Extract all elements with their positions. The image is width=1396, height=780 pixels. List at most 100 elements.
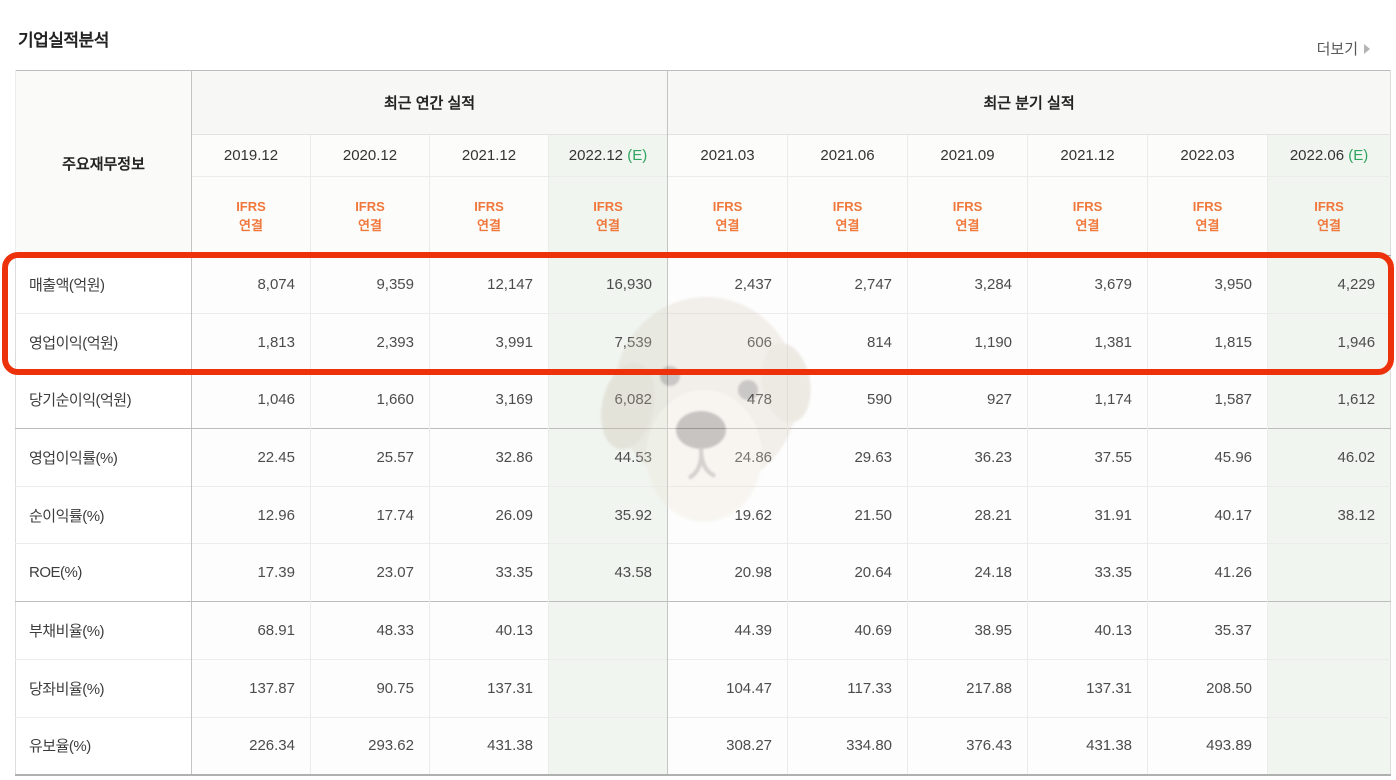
value-cell: 43.58 xyxy=(547,543,668,602)
period-header-cell: 2022.06 (E) xyxy=(1267,134,1391,177)
value-cell: 68.91 xyxy=(191,601,311,660)
value-cell: 20.98 xyxy=(667,543,788,602)
value-cell: 46.02 xyxy=(1267,428,1391,487)
value-cell: 1,815 xyxy=(1147,312,1268,371)
estimate-mark: (E) xyxy=(623,147,648,164)
value-cell: 29.63 xyxy=(787,428,908,487)
value-cell: 38.12 xyxy=(1267,485,1391,544)
value-cell: 6,082 xyxy=(547,370,668,429)
value-cell: 1,174 xyxy=(1027,370,1148,429)
value-cell: 226.34 xyxy=(191,716,311,775)
value-cell: 40.13 xyxy=(429,601,549,660)
value-cell: 376.43 xyxy=(907,716,1028,775)
value-cell: 293.62 xyxy=(310,716,430,775)
period-header-cell: 2021.12 xyxy=(429,134,549,177)
table-row: 순이익률(%) 12.96 17.74 26.09 35.92 19.62 21.50 28.… xyxy=(15,485,1391,544)
value-cell: 41.26 xyxy=(1147,543,1268,602)
value-cell: 22.45 xyxy=(191,428,311,487)
metric-label: ROE(%) xyxy=(15,543,192,602)
value-cell: 3,169 xyxy=(429,370,549,429)
value-cell: 1,190 xyxy=(907,312,1028,371)
annual-group-header: 최근 연간 실적 xyxy=(190,70,668,135)
value-cell: 26.09 xyxy=(429,485,549,544)
ifrs-standard-label: IFRS 연결 xyxy=(1027,176,1148,256)
performance-table: 주요재무정보 최근 연간 실적 최근 분기 실적 2019.12 2020.12 2… xyxy=(15,70,1392,776)
quarterly-group-header: 최근 분기 실적 xyxy=(667,70,1391,135)
value-cell: 12.96 xyxy=(191,485,311,544)
ifrs-standard-label: IFRS 연결 xyxy=(310,176,430,256)
value-cell: 1,946 xyxy=(1267,312,1391,371)
value-cell: 208.50 xyxy=(1147,658,1268,717)
value-cell: 1,046 xyxy=(191,370,311,429)
value-cell: 38.95 xyxy=(907,601,1028,660)
metric-label: 순이익률(%) xyxy=(15,485,192,544)
estimate-mark: (E) xyxy=(1344,147,1369,164)
value-cell: 2,747 xyxy=(787,255,908,314)
metric-label: 유보율(%) xyxy=(15,716,192,775)
value-cell xyxy=(547,716,668,775)
value-cell: 217.88 xyxy=(907,658,1028,717)
table-row: 영업이익률(%) 22.45 25.57 32.86 44.53 24.86 29.63 36… xyxy=(15,428,1391,487)
financial-table-wrap: 주요재무정보 최근 연간 실적 최근 분기 실적 2019.12 2020.12 2… xyxy=(15,70,1392,776)
metric-label: 당기순이익(억원) xyxy=(15,370,192,429)
period-header-cell: 2021.12 xyxy=(1027,134,1148,177)
value-cell xyxy=(1267,543,1391,602)
value-cell: 35.92 xyxy=(547,485,668,544)
value-cell xyxy=(1267,658,1391,717)
value-cell: 1,381 xyxy=(1027,312,1148,371)
value-cell: 17.39 xyxy=(191,543,311,602)
value-cell: 308.27 xyxy=(667,716,788,775)
metric-label: 매출액(억원) xyxy=(15,255,192,314)
value-cell: 44.39 xyxy=(667,601,788,660)
value-cell: 334.80 xyxy=(787,716,908,775)
table-row: 영업이익(억원) 1,813 2,393 3,991 7,539 606 814 1,190 1… xyxy=(15,312,1391,371)
value-cell: 19.62 xyxy=(667,485,788,544)
value-cell: 45.96 xyxy=(1147,428,1268,487)
value-cell: 24.86 xyxy=(667,428,788,487)
ifrs-standard-label: IFRS 연결 xyxy=(191,176,311,256)
value-cell: 1,612 xyxy=(1267,370,1391,429)
value-cell: 33.35 xyxy=(429,543,549,602)
value-cell: 16,930 xyxy=(547,255,668,314)
value-cell: 927 xyxy=(907,370,1028,429)
period-header-cell: 2020.12 xyxy=(310,134,430,177)
value-cell: 2,437 xyxy=(667,255,788,314)
value-cell: 37.55 xyxy=(1027,428,1148,487)
value-cell: 137.87 xyxy=(191,658,311,717)
table-row: 당기순이익(억원) 1,046 1,660 3,169 6,082 478 590 927 1,… xyxy=(15,370,1391,429)
value-cell: 1,587 xyxy=(1147,370,1268,429)
value-cell: 814 xyxy=(787,312,908,371)
value-cell: 137.31 xyxy=(429,658,549,717)
value-cell xyxy=(547,658,668,717)
value-cell: 21.50 xyxy=(787,485,908,544)
corner-header: 주요재무정보 xyxy=(15,70,192,256)
period-header-cell: 2021.09 xyxy=(907,134,1028,177)
value-cell xyxy=(1267,716,1391,775)
ifrs-standard-label: IFRS 연결 xyxy=(1147,176,1268,256)
period-header-cell: 2021.06 xyxy=(787,134,908,177)
ifrs-standard-label: IFRS 연결 xyxy=(429,176,549,256)
ifrs-standard-label: IFRS 연결 xyxy=(547,176,668,256)
page-title: 기업실적분석 xyxy=(18,31,109,50)
value-cell: 48.33 xyxy=(310,601,430,660)
value-cell: 3,991 xyxy=(429,312,549,371)
value-cell: 17.74 xyxy=(310,485,430,544)
value-cell: 3,284 xyxy=(907,255,1028,314)
value-cell: 24.18 xyxy=(907,543,1028,602)
table-row: 부채비율(%) 68.91 48.33 40.13 44.39 40.69 38.95 40.… xyxy=(15,601,1391,660)
value-cell: 590 xyxy=(787,370,908,429)
value-cell: 32.86 xyxy=(429,428,549,487)
value-cell: 431.38 xyxy=(429,716,549,775)
value-cell: 20.64 xyxy=(787,543,908,602)
ifrs-standard-label: IFRS 연결 xyxy=(787,176,908,256)
metric-label: 당좌비율(%) xyxy=(15,658,192,717)
more-link[interactable]: 더보기 xyxy=(1317,38,1370,59)
metric-label: 영업이익(억원) xyxy=(15,312,192,371)
value-cell: 40.17 xyxy=(1147,485,1268,544)
more-link-label: 더보기 xyxy=(1316,41,1358,58)
table-row: 당좌비율(%) 137.87 90.75 137.31 104.47 117.33 217.… xyxy=(15,658,1391,717)
value-cell: 493.89 xyxy=(1147,716,1268,775)
value-cell: 36.23 xyxy=(907,428,1028,487)
value-cell: 90.75 xyxy=(310,658,430,717)
value-cell: 4,229 xyxy=(1267,255,1391,314)
